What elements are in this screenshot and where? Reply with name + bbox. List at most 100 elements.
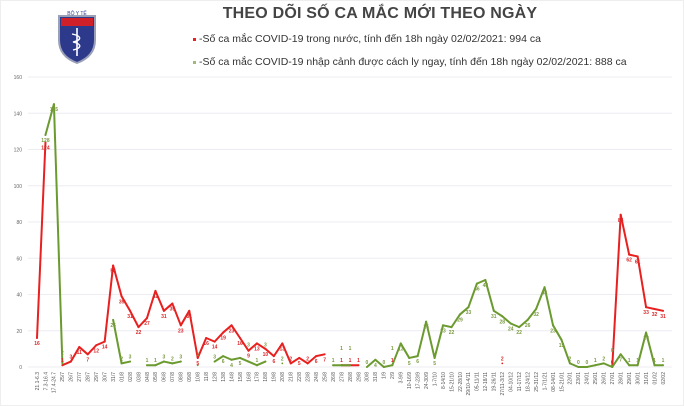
series-0-point [628,253,631,256]
series-1-point [129,360,131,363]
series-0-point [306,362,309,365]
series-1-segment [112,318,123,365]
series-0-data-label: 16 [203,341,209,347]
series-0-segment [255,342,267,350]
series-1-segment [425,320,436,359]
series-0-point [662,309,664,312]
series-1-data-label: 5 [239,361,242,367]
series-1-segment [442,324,453,329]
series-1-point [256,364,258,367]
x-tick-label: 21/8 [289,372,295,382]
series-0-data-label: 13 [280,346,286,352]
series-1-data-label: 2 [171,356,174,362]
series-0-point [247,349,250,352]
series-1-point [44,134,47,136]
series-1-data-label: 19 [643,336,649,342]
series-1-point [560,338,563,341]
series-1-point [61,362,64,365]
x-tick-label: 2/9 [390,372,396,379]
series-0-segment [281,342,292,365]
series-1-segment [433,324,445,359]
series-0-point [196,357,199,359]
x-tick-label: 29/7 [94,372,100,382]
series-0-data-label: 61 [635,259,641,265]
series-0-point [653,308,656,310]
series-0-segment [628,253,639,258]
series-0-data-label: 6 [315,359,318,365]
series-1-point [382,366,385,368]
series-1-data-label: 3 [129,355,132,361]
series-0-data-label: 3 [69,355,72,361]
x-tick-label: 26/7 [69,372,75,382]
series-0-data-label: 12 [93,348,99,354]
series-0-data-label: 5 [298,361,301,367]
series-0-point [256,342,258,345]
x-tick-label: 13/8 [221,372,227,382]
series-1-segment [239,356,250,363]
series-1-segment [44,103,55,136]
x-tick-label: 28/7 [86,372,92,382]
x-tick-label: 31/7 [111,372,117,382]
series-1-point [239,357,241,359]
series-0-point [281,342,284,345]
x-tick-label: 19-26/11 [492,372,498,392]
x-tick-label: 23/01 [576,372,582,385]
x-tick-label: 26/01 [602,372,608,385]
series-1-data-label: 2 [569,356,572,362]
x-tick-label: 29/10-4/11 [466,372,472,396]
series-0-segment [636,255,648,309]
series-0-point [205,337,208,339]
series-1-segment [611,353,622,368]
series-0-data-label: 31 [127,314,133,320]
x-tick-label: 02/02 [661,372,667,385]
series-0-point [162,309,165,312]
series-1-data-label: 4 [374,363,377,369]
series-0-data-label: 13 [254,346,260,352]
ministry-of-health-logo: BỘ Y TẾ [58,10,96,64]
series-0-point [171,302,174,305]
x-tick-label: 22/01 [568,372,574,385]
series-1-segment [365,358,377,368]
legend-domestic-marker [193,37,196,41]
x-tick-label: 16/8 [246,372,252,382]
series-1-data-label: 48 [483,283,489,289]
series-0-segment [162,302,174,312]
series-0-point [44,141,47,144]
series-0-data-label: 7 [323,357,326,363]
series-1-point [179,360,182,363]
series-0-point [86,353,89,356]
x-tick-label: 11-17/12 [517,372,523,392]
series-1-data-label: 2 [602,356,605,362]
series-1-segment [526,308,538,321]
x-tick-label: 31/8 [373,372,379,382]
series-1-point [146,364,148,367]
series-1-point [645,331,647,334]
series-1-data-label: 28 [499,319,505,325]
series-1-segment [467,282,478,309]
series-1-segment [399,342,411,359]
series-1-data-label: 1 [340,346,343,352]
series-0-data-label: 22 [136,330,142,336]
series-0-segment [78,346,89,356]
series-0-segment [179,309,191,327]
series-1-point [340,364,343,367]
x-tick-label: 25/7 [60,372,66,382]
x-tick-label: 09/8 [187,372,193,382]
series-0-data-label: 16 [237,341,243,347]
x-tick-label: 29/01 [627,372,633,385]
x-tick-label: 7.3-16.4 [43,372,49,391]
series-1-segment [391,342,402,367]
series-1-segment [213,355,225,363]
x-tick-label: 11/8 [204,372,210,382]
series-0-point [78,346,81,348]
series-0-point [213,340,216,343]
series-1-segment [594,362,605,367]
series-1-data-label: 1 [636,358,639,364]
series-1-point [484,279,487,281]
x-tick-label: 3-9/9 [399,372,405,384]
x-tick-label: 01/02 [652,372,658,385]
series-1-segment [475,279,487,285]
series-1-segment [416,320,428,358]
series-1-point [509,322,512,325]
